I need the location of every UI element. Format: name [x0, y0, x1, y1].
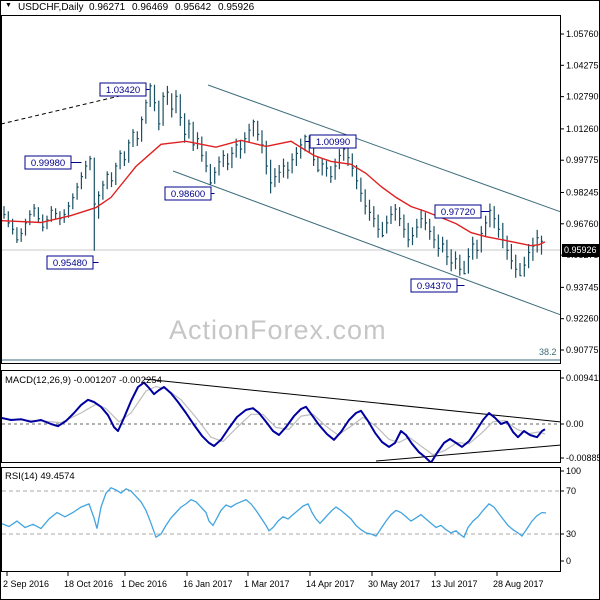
- main-hlines: [2, 249, 560, 361]
- date-tick-label: 2 Sep 2016: [3, 579, 49, 589]
- date-tick-label: 30 May 2017: [368, 579, 420, 589]
- date-tick-label: 18 Oct 2016: [64, 579, 113, 589]
- falling-channel-line-2[interactable]: [172, 170, 561, 316]
- annotation-connector: [211, 193, 215, 194]
- low-value: 0.95642: [175, 2, 212, 13]
- falling-channel-line-1[interactable]: [207, 84, 561, 213]
- price-tick-label: 1.04275: [566, 60, 599, 70]
- annotation-connector: [481, 211, 490, 212]
- open-value: 0.96271: [89, 2, 126, 13]
- annotation-box[interactable]: [410, 278, 458, 293]
- price-tick-label: 1.01260: [566, 124, 599, 134]
- annotation-text: 0.97720: [441, 207, 475, 218]
- current-price-tag: 0.95926: [562, 244, 599, 257]
- annotation-connector: [146, 89, 150, 90]
- price-tick-label: 0.98245: [566, 187, 599, 197]
- date-tick-label: 28 Aug 2017: [493, 579, 544, 589]
- price-tick-label: 0.92260: [566, 314, 599, 324]
- macd-panel[interactable]: [1, 370, 561, 463]
- macd-tick-label: -0.008852: [566, 453, 600, 463]
- annotation-0.95480[interactable]: 0.95480: [46, 255, 99, 270]
- close-value: 0.95926: [218, 2, 255, 13]
- price-tick-label: 0.96760: [566, 219, 599, 229]
- annotation-connector: [457, 285, 465, 286]
- annotation-box[interactable]: [99, 82, 147, 97]
- annotation-text: 0.95480: [53, 258, 87, 269]
- annotation-0.98600[interactable]: 0.98600: [164, 186, 215, 201]
- price-tick-label: 1.02790: [566, 92, 599, 102]
- annotation-text: 0.98600: [171, 189, 205, 200]
- price-tick-label: 0.99775: [566, 155, 599, 165]
- annotation-text: 0.99980: [31, 158, 65, 169]
- macd-tick-label: 0.00: [566, 419, 584, 429]
- annotation-0.97720[interactable]: 0.97720: [434, 204, 490, 219]
- rsi-tick-label: 70: [566, 486, 576, 496]
- price-tick-label: 0.93745: [566, 282, 599, 292]
- rsi-tick-label: 100: [566, 466, 581, 476]
- main-panel[interactable]: [1, 15, 561, 364]
- price-axis[interactable]: 1.05760 1.04275 1.02790 1.01260 0.99775 0.982…: [561, 29, 599, 355]
- annotation-connector: [305, 141, 310, 142]
- annotation-connector: [71, 162, 82, 163]
- macd-tick-label: 0.009411: [566, 373, 600, 383]
- ohlc-close-ticks: [4, 85, 544, 277]
- annotation-text: 0.94370: [417, 281, 451, 292]
- annotation-text: 1.03420: [106, 85, 140, 96]
- date-tick-label: 1 Mar 2017: [244, 579, 290, 589]
- date-tick-label: 1 Dec 2016: [121, 579, 167, 589]
- rsi-axis[interactable]: 100 70 30 0: [561, 466, 581, 566]
- date-tick-label: 14 Apr 2017: [306, 579, 355, 589]
- annotation-1.00990[interactable]: 1.00990: [305, 134, 357, 149]
- high-value: 0.96469: [132, 2, 169, 13]
- symbol-dropdown-icon[interactable]: ▼: [5, 2, 12, 9]
- annotation-box[interactable]: [434, 204, 482, 219]
- rsi-tick-label: 30: [566, 529, 576, 539]
- rsi-tick-label: 0: [566, 556, 571, 566]
- rsi-line[interactable]: [1, 487, 547, 539]
- date-tick-label: 16 Jan 2017: [183, 579, 233, 589]
- rsi-panel[interactable]: [1, 467, 561, 572]
- macd-signal-line[interactable]: [1, 385, 546, 456]
- macd-axis[interactable]: 0.009411 0.00 -0.008852: [561, 373, 600, 463]
- date-tick-label: 13 Jul 2017: [431, 579, 478, 589]
- price-tick-label: 0.90775: [566, 345, 599, 355]
- price-annotations: 1.03420 0.99980 0.95480 0.98600 1.00990 0.977…: [24, 82, 490, 293]
- moving-average-line[interactable]: [1, 139, 546, 247]
- annotation-text: 1.00990: [316, 137, 350, 148]
- macd-trendline-1[interactable]: [375, 444, 561, 462]
- macd-indicator-label: MACD(12,26,9) -0.001207 -0.002254: [5, 375, 162, 386]
- symbol-timeframe-label: USDCHF,Daily: [18, 2, 84, 13]
- annotation-box[interactable]: [46, 255, 94, 270]
- date-axis[interactable]: 2 Sep 2016 18 Oct 2016 1 Dec 2016 16 Jan 20…: [3, 572, 544, 589]
- fibonacci-38-2-label: 38.2: [539, 347, 557, 357]
- annotation-box[interactable]: [24, 155, 72, 170]
- annotation-connector: [93, 262, 99, 263]
- ohlc-bar-bodies[interactable]: [3, 83, 543, 278]
- watermark: ActionForex.com: [169, 315, 387, 345]
- macd-main-line[interactable]: [1, 381, 546, 463]
- price-bars[interactable]: [3, 83, 544, 278]
- annotation-0.99980[interactable]: 0.99980: [24, 155, 82, 170]
- annotation-1.03420[interactable]: 1.03420: [99, 82, 150, 97]
- chart-title-bar: ▼ USDCHF,Daily 0.96271 0.96469 0.95642 0…: [1, 1, 599, 15]
- rsi-indicator-label: RSI(14) 49.4574: [5, 471, 75, 482]
- annotation-box[interactable]: [309, 134, 357, 149]
- price-tick-label: 1.05760: [566, 29, 599, 39]
- annotation-box[interactable]: [164, 186, 212, 201]
- annotation-0.94370[interactable]: 0.94370: [410, 278, 465, 293]
